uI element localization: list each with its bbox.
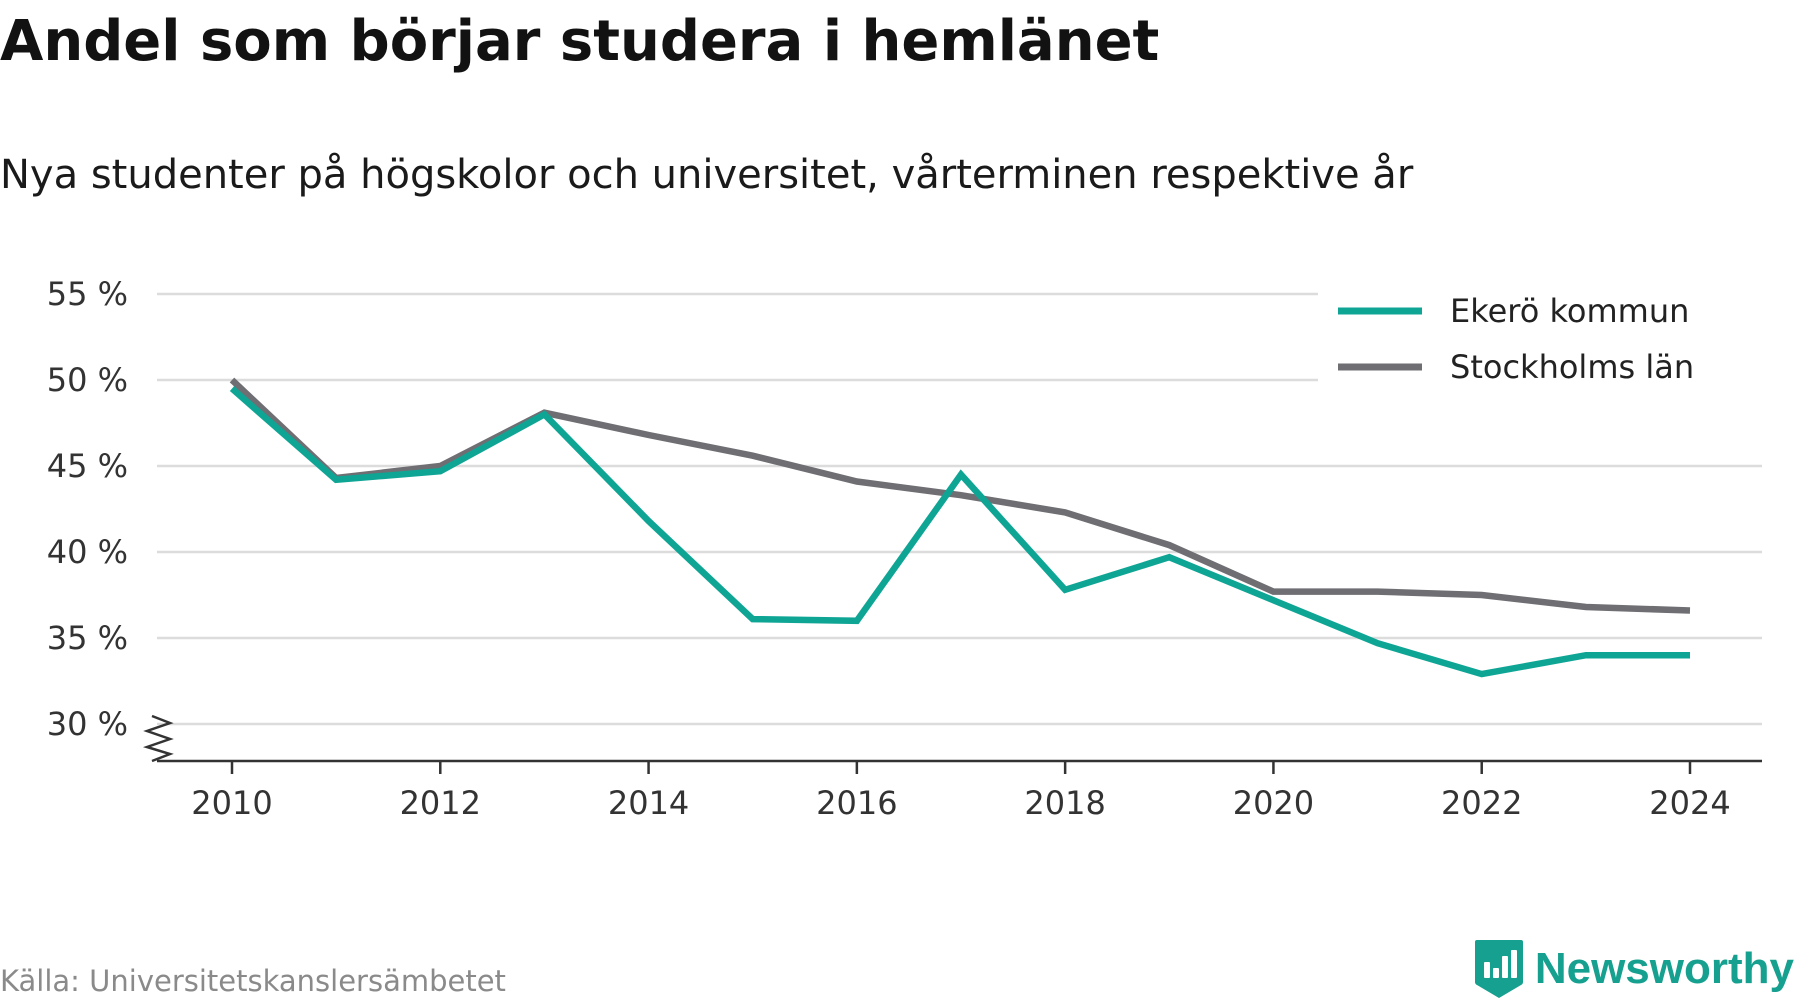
legend-label: Stockholms län (1450, 348, 1694, 386)
y-tick-label: 55 % (47, 275, 128, 313)
x-tick-label: 2018 (1024, 784, 1105, 822)
chart-title: Andel som börjar studera i hemlänet (0, 9, 1160, 74)
y-axis-ticks: 55 % 50 % 45 % 40 % 35 % 30 % (47, 275, 128, 743)
brand: Newsworthy (1473, 938, 1794, 1000)
y-tick-label: 50 % (47, 361, 128, 399)
y-tick-label: 40 % (47, 533, 128, 571)
y-axis-break-icon (142, 714, 174, 763)
legend-background (1318, 282, 1762, 400)
series-lines (229, 377, 1691, 678)
x-axis (142, 714, 1762, 763)
x-tick-label: 2024 (1649, 784, 1730, 822)
x-axis-ticks: 2010 2012 2014 2016 2018 2020 2022 2024 (191, 761, 1731, 822)
y-tick-label: 45 % (47, 447, 128, 485)
x-tick-label: 2016 (816, 784, 897, 822)
newsworthy-logo-icon (1474, 940, 1523, 998)
y-tick-label: 30 % (47, 705, 128, 743)
brand-name: Newsworthy (1534, 944, 1794, 993)
x-tick-label: 2020 (1233, 784, 1314, 822)
line-chart: 55 %50 %45 %40 %35 %30 % 2010 2012 2014 201… (47, 275, 1762, 822)
x-tick-label: 2022 (1441, 784, 1522, 822)
series-line-stockholms-l-n (229, 377, 1691, 614)
series-line-eker-kommun (229, 386, 1690, 678)
x-tick-label: 2014 (608, 784, 689, 822)
x-tick-label: 2012 (400, 784, 481, 822)
source-note: Källa: Universitetskanslersämbetet (0, 964, 506, 998)
legend: Ekerö kommun Stockholms län (1318, 282, 1762, 400)
x-tick-label: 2010 (191, 784, 272, 822)
y-tick-label: 35 % (47, 619, 128, 657)
legend-label: Ekerö kommun (1450, 292, 1689, 330)
chart-subtitle: Nya studenter på högskolor och universit… (0, 152, 1414, 198)
